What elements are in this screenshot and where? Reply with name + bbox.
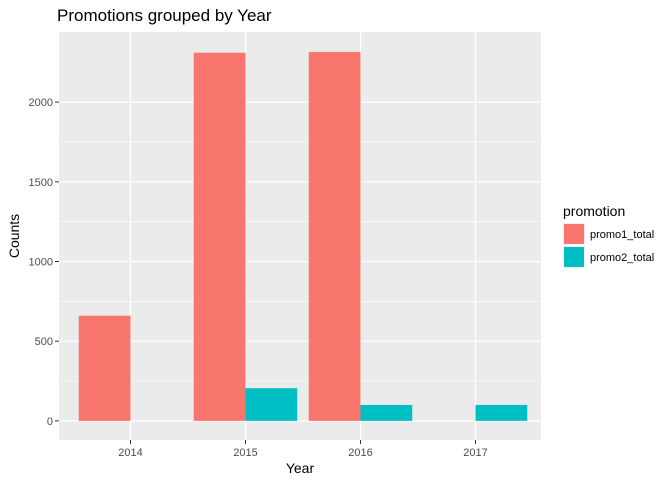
legend-label-promo2_total: promo2_total [590,252,654,264]
bar-promo2_total-2017 [475,404,528,421]
bar-promo1_total-2015 [193,52,246,421]
legend-swatch-promo2_total [564,247,584,267]
x-tick-label: 2016 [348,447,372,459]
plot-panel [59,32,541,440]
y-axis-title: Counts [6,214,22,258]
y-tick-label: 2000 [29,97,53,109]
bar-promo2_total-2015 [245,388,298,421]
x-axis: 2014 2015 2016 2017 [118,440,488,459]
y-tick-label: 500 [35,336,53,348]
legend-label-promo1_total: promo1_total [590,229,654,241]
x-tick-label: 2017 [463,447,487,459]
legend: promotion promo1_total promo2_total [563,203,654,268]
bar-promo1_total-2014 [78,315,131,421]
y-tick-label: 1500 [29,177,53,189]
legend-swatch-promo1_total [564,224,584,244]
legend-title: promotion [563,203,625,219]
bar-promo2_total-2016 [360,404,413,421]
chart-title: Promotions grouped by Year [57,6,272,25]
y-tick-label: 1000 [29,257,53,269]
bars [78,51,528,421]
x-tick-label: 2014 [118,447,142,459]
x-axis-title: Year [286,460,315,476]
x-tick-label: 2015 [233,447,257,459]
bar-promo1_total-2016 [308,51,361,421]
y-axis: 0 500 1000 1500 2000 [29,97,59,428]
y-tick-label: 0 [47,416,53,428]
